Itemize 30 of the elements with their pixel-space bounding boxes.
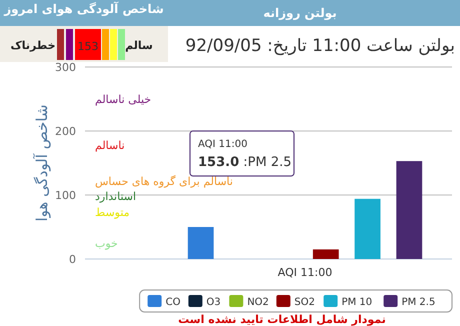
category-label: AQI 11:00 [198,139,248,150]
legend-label: NO2 [247,297,269,308]
text: بولتن روزانه [263,6,337,20]
bar [396,161,422,259]
annotation: متوسط [95,206,130,219]
annotation: 153.0 :PM 2.5 [198,155,292,170]
bar [188,227,214,259]
legend-label: PM 10 [342,297,372,308]
annotation: استاندارد [95,190,136,203]
legend-label: CO [166,297,181,308]
text: 153 [78,40,98,53]
y-tick-label: 100 [55,189,76,202]
annotation: خیلی ناسالم [95,93,152,106]
bar [354,198,380,259]
bar [312,249,339,259]
legend-label: PM 2.5 [402,297,436,308]
chart-title: بولتن ساعت 11:00 تاریخ: 92/09/05 [185,36,455,56]
y-tick-label: 200 [55,125,76,138]
annotation: خوب [95,237,118,250]
text: سالم [125,39,153,52]
annotation: ناسالم [95,139,125,152]
legend-label: O3 [206,297,221,308]
y-axis-title: شاخص آلودگی هوا [32,104,51,222]
text: خطرناک [10,39,56,52]
text: شاخص آلودگی هوای امروز [3,1,164,16]
text: نمودار شامل اطلاعات تایید نشده است [178,313,386,326]
y-tick-label: 300 [55,61,76,74]
legend-label: SO2 [294,297,315,308]
annotation: ناسالم برای گروه های حساس [95,175,233,188]
y-tick-label: 0 [69,253,76,266]
